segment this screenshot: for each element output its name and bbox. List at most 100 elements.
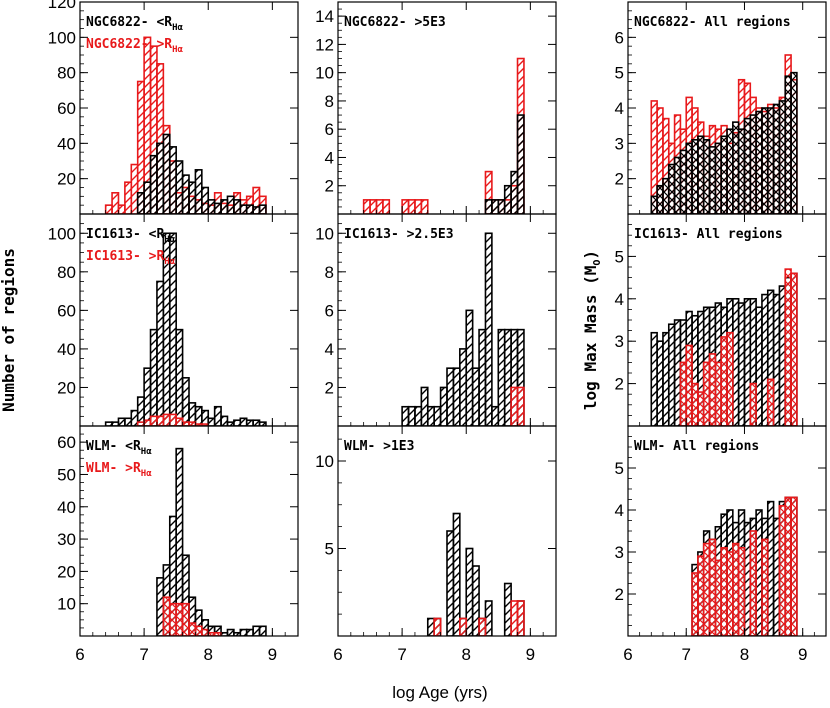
bar-p23-s0-b3: [667, 323, 676, 426]
ytick-label: 4: [325, 148, 334, 167]
bar-p13-s1-b6: [685, 142, 693, 214]
bar-p23-s1-b7: [691, 382, 699, 426]
bar-p22-s0-b22: [503, 328, 512, 426]
bar-p31-s0-b11: [175, 447, 184, 636]
bar-p21-s0-b16: [207, 417, 216, 426]
bar-p31-s0-b21: [239, 628, 248, 636]
bars-p22: [401, 232, 525, 426]
bar-p11-s0-b4: [130, 163, 139, 214]
bar-p12-s0-b2: [375, 199, 384, 214]
xtick-label: 8: [462, 645, 471, 664]
ytick-label: 4: [325, 340, 334, 359]
bar-p23-s1-b17: [749, 382, 757, 426]
bar-p22-s0-b6: [401, 405, 410, 426]
bar-p31-s0-b24: [258, 625, 267, 636]
annotation-text: IC1613- >2.5E3: [344, 227, 454, 242]
annotation-sub: Hα: [164, 235, 175, 245]
ytick-label: 2: [325, 378, 334, 397]
ytick-label: 4: [615, 99, 624, 118]
bar-p33-s0-b13: [766, 500, 775, 636]
bar-p11-s0-b2: [117, 204, 126, 214]
bar-p23-s1-b8: [697, 391, 705, 426]
bar-p31-s0-b19: [226, 628, 235, 636]
ylabel-right: log Max Mass (MO): [581, 250, 603, 410]
bar-p13-s1-b23: [784, 75, 792, 214]
bar-p21-s0-b14: [194, 405, 203, 426]
bar-p32-s1-b18: [478, 617, 487, 636]
annotation-p11-1: NGC6822- >RHα: [86, 37, 184, 55]
bar-p33-s0-b14: [772, 517, 781, 636]
bar-p22-s0-b11: [433, 405, 442, 426]
bar-p23-s0-b18: [755, 306, 763, 426]
bar-p23-s1-b10: [708, 353, 717, 426]
bar-p13-s1-b8: [697, 135, 705, 214]
ytick-label: 5: [615, 459, 624, 478]
annotation-text: WLM- >R: [86, 461, 141, 476]
bar-p32-s0-b14: [452, 512, 461, 636]
annotation-text: NGC6822- >R: [86, 37, 172, 52]
ytick-label: 12: [315, 35, 334, 54]
bar-p22-s0-b20: [491, 405, 500, 426]
annotation-p33-0: WLM- All regions: [634, 439, 759, 454]
annotation-text: WLM- <R: [86, 439, 141, 454]
bar-p13-s1-b22: [778, 100, 787, 214]
annotation-text: NGC6822- All regions: [634, 15, 791, 30]
panel-p23: 2 3 4 5 IC1613- All regions: [615, 213, 827, 427]
bar-p33-s1-b7: [732, 542, 740, 636]
ytick-label: 20: [57, 562, 76, 581]
annotation-text: IC1613- >R: [86, 249, 164, 264]
bar-p13-s1-b12: [720, 135, 728, 214]
bar-p21-s0-b8: [156, 280, 165, 426]
bar-p11-s0-b1: [111, 192, 120, 214]
ytick-label: 10: [315, 224, 334, 243]
bar-p32-s1-b15: [459, 617, 468, 636]
bar-p11-s0-b3: [124, 181, 133, 214]
bar-p13-s1-b2: [662, 177, 670, 214]
ytick-label: 3: [615, 332, 624, 351]
bar-p32-s0-b13: [446, 530, 455, 636]
bar-p21-s0-b7: [149, 328, 158, 426]
bar-p11-s1-b14: [194, 169, 203, 214]
bar-p21-s0-b23: [252, 419, 261, 426]
bar-p11-s1-b10: [168, 146, 177, 214]
bar-p33-s1-b17: [790, 496, 798, 636]
ytick-label: 3: [615, 134, 624, 153]
bar-p13-s1-b3: [667, 163, 676, 214]
series-p23-1: [679, 268, 798, 426]
bar-p31-s1-b14: [194, 625, 203, 636]
bar-p12-s1-b23: [510, 170, 519, 214]
bar-p11-s1-b8: [156, 142, 165, 214]
bar-p22-s0-b19: [484, 232, 493, 426]
annotation-text: IC1613- All regions: [634, 227, 783, 242]
bar-p13-s1-b11: [714, 142, 722, 214]
bar-p23-s0-b22: [778, 285, 787, 426]
bar-p22-s0-b10: [426, 405, 435, 426]
bar-p31-s0-b8: [156, 577, 165, 636]
ytick-label: 8: [325, 263, 334, 282]
ytick-label: 5: [615, 247, 624, 266]
bar-p22-s0-b15: [459, 348, 468, 426]
bar-p23-s0-b21: [772, 293, 781, 426]
bar-p22-s1-b24: [516, 386, 525, 426]
xtick-label: 7: [139, 645, 148, 664]
annotation-sub: Hα: [172, 45, 183, 55]
bar-p12-s0-b19: [484, 170, 493, 214]
bar-p21-s0-b17: [213, 405, 222, 426]
ytick-label: 4: [615, 501, 624, 520]
bar-p11-s1-b20: [233, 199, 242, 214]
bar-p11-s1-b9: [162, 133, 171, 214]
annotation-sub: Hα: [172, 23, 183, 33]
annotation-text: NGC6822- <R: [86, 15, 172, 30]
bar-p23-s0-b4: [673, 319, 682, 426]
ytick-label: 80: [57, 263, 76, 282]
annotation-p21-0: IC1613- <RHα: [86, 227, 176, 245]
bar-p23-s1-b9: [702, 361, 711, 426]
bar-p33-s1-b0: [691, 572, 699, 636]
bar-p11-s1-b5: [136, 192, 145, 214]
series-p11-1: [136, 133, 267, 214]
bar-p21-s0-b3: [124, 417, 133, 426]
bar-p23-s1-b13: [726, 331, 734, 426]
